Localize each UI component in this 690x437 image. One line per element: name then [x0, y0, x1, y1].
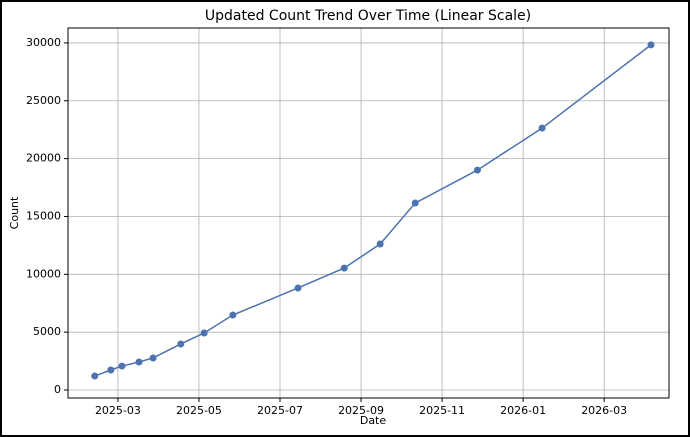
y-tick-label: 0	[54, 383, 61, 396]
x-tick-label: 2025-09	[338, 404, 384, 417]
x-tick-label: 2025-07	[257, 404, 303, 417]
y-tick-label: 5000	[33, 325, 61, 338]
x-tick-label: 2025-03	[95, 404, 141, 417]
x-axis-label: Date	[360, 414, 387, 427]
y-axis-label: Count	[8, 196, 21, 229]
data-point	[229, 311, 237, 319]
data-point	[538, 124, 546, 132]
data-point	[647, 41, 655, 49]
x-tick-label: 2026-03	[581, 404, 627, 417]
x-tick-label: 2025-11	[419, 404, 465, 417]
data-point	[177, 340, 185, 348]
y-tick-label: 10000	[26, 267, 61, 280]
data-point	[118, 362, 126, 370]
x-tick-label: 2025-05	[176, 404, 222, 417]
data-point	[473, 166, 481, 174]
data-point	[376, 240, 384, 248]
data-point	[340, 264, 348, 272]
y-tick-label: 30000	[26, 36, 61, 49]
data-point	[107, 366, 115, 374]
data-point	[91, 372, 99, 380]
chart-title: Updated Count Trend Over Time (Linear Sc…	[205, 8, 531, 24]
x-tick-label: 2026-01	[500, 404, 546, 417]
plot-frame	[67, 27, 670, 399]
y-tick-label: 20000	[26, 152, 61, 165]
y-tick-label: 25000	[26, 94, 61, 107]
data-point	[411, 199, 419, 207]
y-tick-label: 15000	[26, 209, 61, 222]
data-point	[294, 284, 302, 292]
data-point	[135, 358, 143, 366]
data-point	[149, 354, 157, 362]
data-point	[200, 329, 208, 337]
